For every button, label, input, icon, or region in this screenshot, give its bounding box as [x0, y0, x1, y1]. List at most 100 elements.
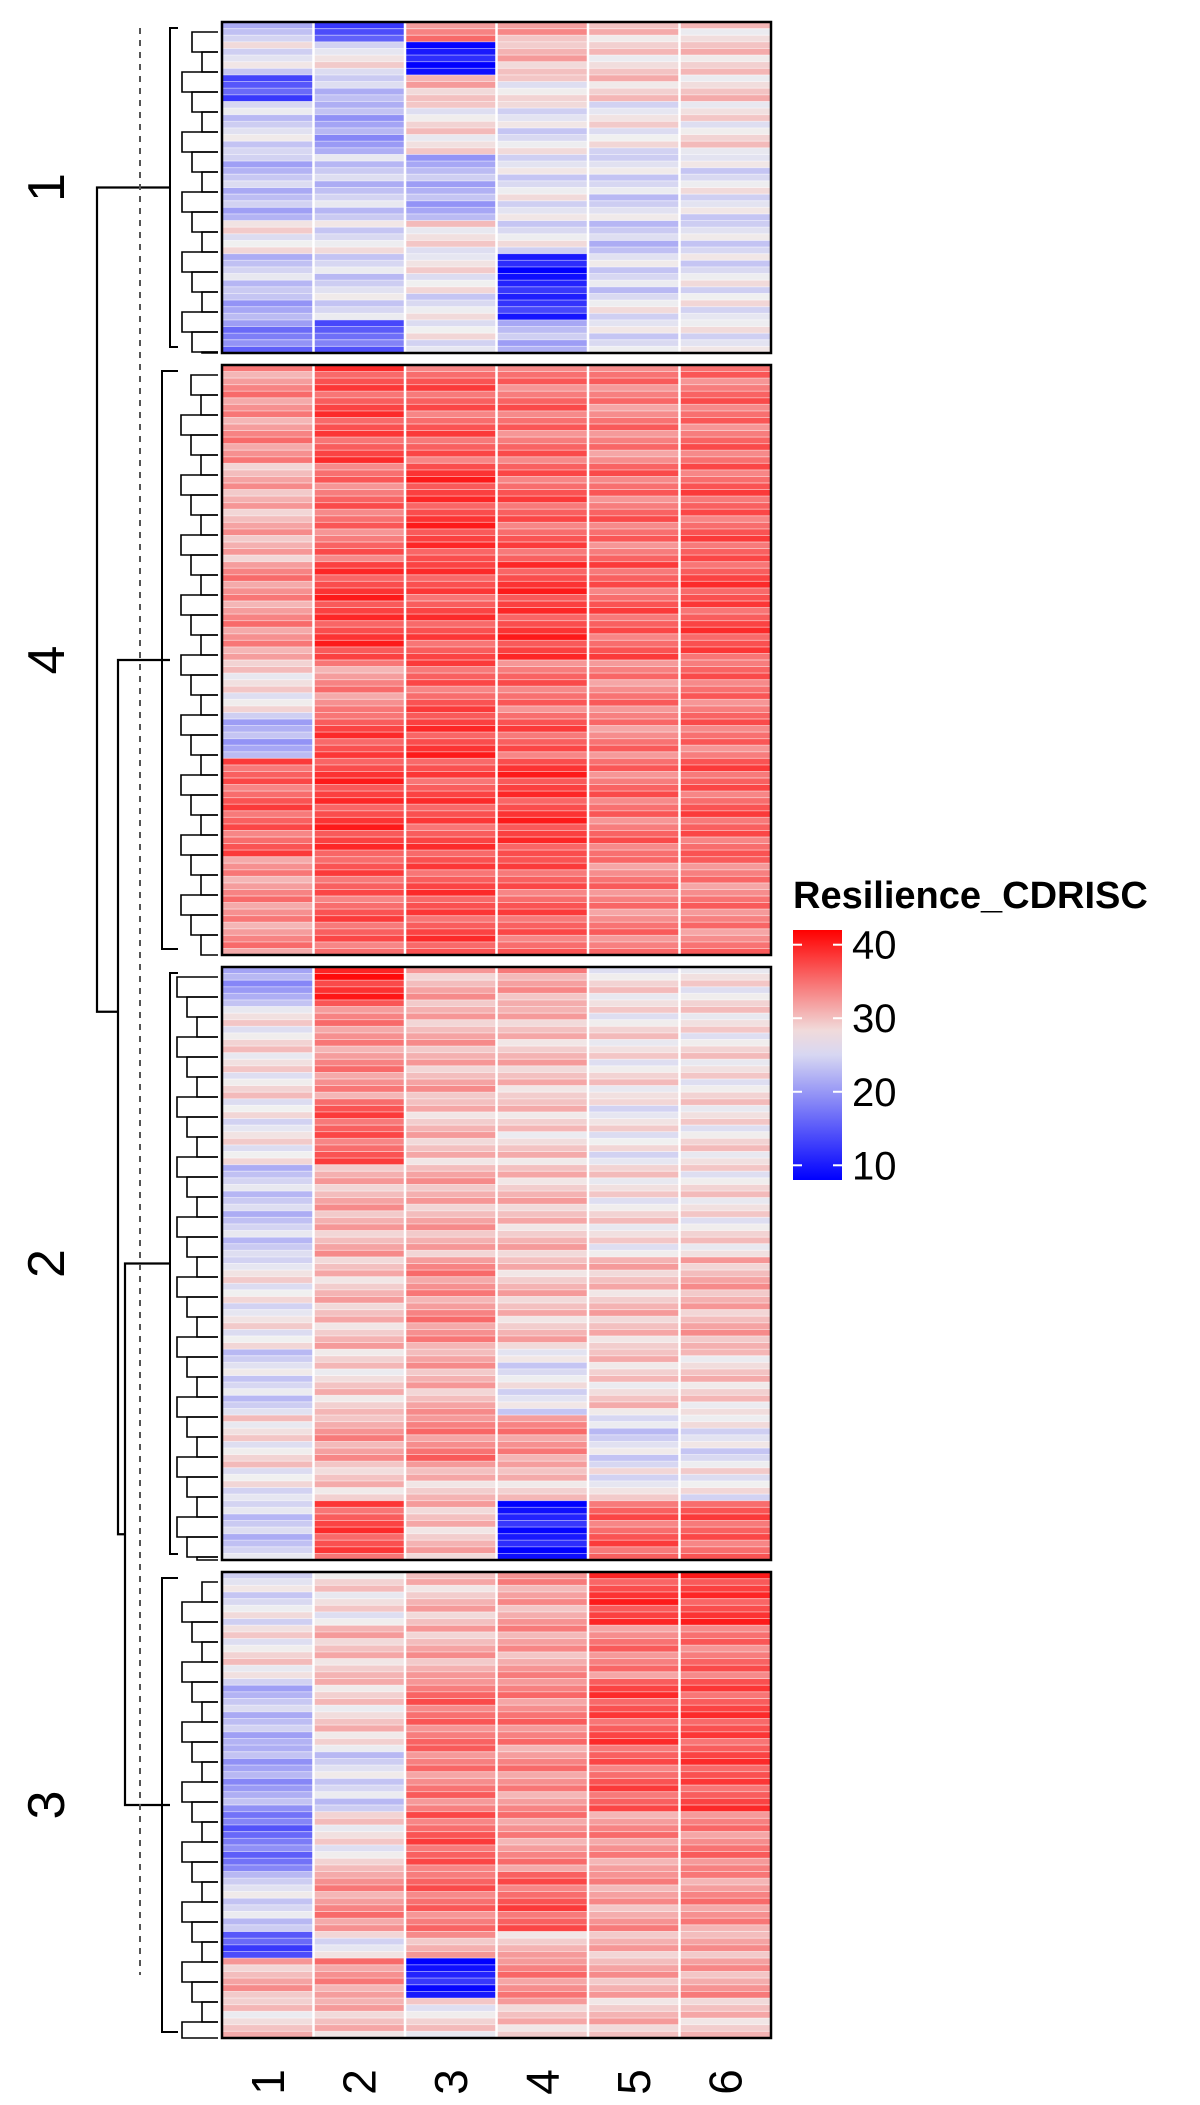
heatmap-cell: [679, 601, 771, 608]
heatmap-cell: [496, 764, 588, 772]
heatmap-cell: [588, 699, 680, 707]
heatmap-cell: [679, 134, 771, 142]
heatmap-cell: [313, 1791, 405, 1799]
heatmap-cell: [405, 712, 497, 720]
heatmap-cell: [405, 81, 497, 89]
heatmap-cell: [313, 41, 405, 49]
dendrogram-branch: [176, 1336, 218, 1358]
heatmap-cell: [588, 1415, 680, 1422]
dendrogram-branch: [191, 31, 218, 53]
legend-tick-label: 10: [852, 1144, 897, 1188]
heatmap-cell: [588, 1705, 680, 1713]
heatmap-cell: [588, 187, 680, 195]
heatmap-cell: [588, 850, 680, 857]
heatmap-cell: [222, 1765, 314, 1773]
heatmap-cell: [222, 1065, 314, 1073]
heatmap-cell: [222, 778, 314, 785]
heatmap-cell: [222, 81, 314, 89]
heatmap-cell: [679, 810, 771, 818]
heatmap-cell: [313, 437, 405, 444]
heatmap-cell: [496, 253, 588, 261]
heatmap-cell: [222, 121, 314, 129]
cluster-frames: [220, 20, 773, 2040]
heatmap-cell: [405, 134, 497, 142]
heatmap-cell: [405, 1918, 497, 1926]
heatmap-cell: [405, 1831, 497, 1839]
heatmap-cell: [588, 732, 680, 739]
heatmap-cell: [222, 1401, 314, 1409]
heatmap-cell: [588, 758, 680, 766]
heatmap-cell: [222, 1256, 314, 1264]
heatmap-cell: [405, 1553, 497, 1561]
heatmap-cell: [496, 1138, 588, 1146]
heatmap-cell: [222, 1718, 314, 1726]
heatmap-cell: [588, 1158, 680, 1165]
heatmap-cell: [496, 35, 588, 43]
heatmap-cell: [405, 804, 497, 812]
dendrogram-branch: [176, 1396, 218, 1418]
heatmap-cell: [588, 371, 680, 379]
heatmap-cell: [222, 1098, 314, 1106]
dendrogram-branch: [191, 151, 218, 173]
heatmap-cell: [313, 1131, 405, 1139]
heatmap-cell: [222, 967, 314, 974]
dendrogram-branch: [180, 414, 218, 436]
heatmap-cell: [405, 1771, 497, 1779]
heatmap-cell: [679, 1651, 771, 1659]
heatmap-cell: [588, 161, 680, 168]
heatmap-cell: [496, 247, 588, 254]
heatmap-cell: [679, 771, 771, 779]
heatmap-cell: [313, 1533, 405, 1541]
heatmap-cell: [496, 1191, 588, 1198]
heatmap-cell: [496, 601, 588, 608]
heatmap-cell: [313, 705, 405, 713]
heatmap-cell: [496, 430, 588, 438]
heatmap-cell: [222, 1938, 314, 1946]
heatmap-cell: [222, 764, 314, 772]
dendrogram-branch: [169, 27, 178, 348]
heatmap-cell: [588, 1938, 680, 1946]
heatmap-cell: [405, 1824, 497, 1832]
heatmap-cell: [222, 928, 314, 936]
dendrogram-branch: [200, 814, 218, 836]
heatmap-cell: [222, 1971, 314, 1979]
heatmap-cell: [679, 1382, 771, 1389]
heatmap-cell: [222, 1164, 314, 1172]
heatmap-cell: [588, 509, 680, 517]
heatmap-cell: [313, 2004, 405, 2012]
heatmap-cell: [313, 509, 405, 517]
heatmap-cell: [496, 134, 588, 142]
heatmap-cell: [679, 863, 771, 871]
heatmap-cell: [222, 1210, 314, 1218]
heatmap-cell: [496, 843, 588, 851]
heatmap-cell: [405, 61, 497, 69]
heatmap-cell: [405, 1991, 497, 1999]
heatmap-cell: [496, 830, 588, 838]
heatmap-cell: [405, 1276, 497, 1284]
heatmap-cell: [313, 1771, 405, 1779]
dendrogram-branch: [123, 1262, 170, 1807]
heatmap-cell: [679, 1691, 771, 1699]
heatmap-cell: [405, 1164, 497, 1172]
heatmap-cell: [588, 253, 680, 261]
heatmap-cell: [313, 161, 405, 168]
heatmap-cell: [679, 705, 771, 713]
heatmap-cell: [313, 594, 405, 602]
heatmap-cell: [496, 1725, 588, 1733]
heatmap-cell: [405, 333, 497, 341]
heatmap-cell: [679, 1441, 771, 1449]
heatmap-cell: [313, 1105, 405, 1113]
heatmap-cell: [222, 1931, 314, 1939]
heatmap-cell: [222, 108, 314, 115]
heatmap-cell: [313, 108, 405, 115]
heatmap-cell: [222, 134, 314, 142]
heatmap-cell: [679, 300, 771, 307]
heatmap-cell: [313, 502, 405, 510]
heatmap-cell: [588, 830, 680, 838]
heatmap-cell: [679, 247, 771, 254]
heatmap-cell: [588, 430, 680, 438]
heatmap-cell: [679, 797, 771, 805]
dendrogram-branch: [176, 1516, 218, 1538]
heatmap-cell: [313, 1938, 405, 1946]
cluster-label: 1: [18, 173, 76, 202]
